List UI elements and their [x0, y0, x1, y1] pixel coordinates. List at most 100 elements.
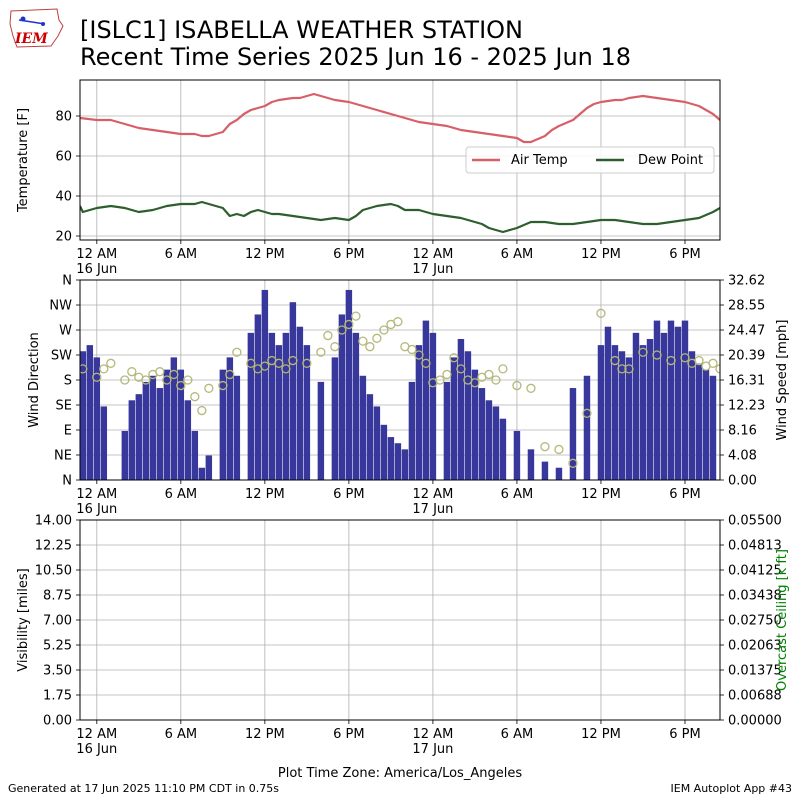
x-axis-label: Plot Time Zone: America/Los_Angeles — [278, 766, 522, 781]
wind-speed-bar — [121, 430, 129, 480]
wind-speed-bar — [583, 375, 591, 480]
y-right-axis-label: Wind Speed [mph] — [775, 320, 790, 441]
chart-title-block: [ISLC1] ISABELLA WEATHER STATION Recent … — [80, 17, 631, 71]
y-right-tick-label: 8.16 — [728, 424, 757, 439]
x-day-label: 17 Jun — [412, 262, 453, 277]
wind-speed-bar — [457, 338, 465, 480]
wind-speed-bar — [352, 332, 360, 480]
logo-text: IEM — [14, 31, 48, 47]
wind-direction-point — [442, 369, 452, 380]
wind-speed-bar — [198, 467, 206, 480]
wind-speed-bar — [478, 388, 486, 480]
wind-speed-bar — [597, 345, 605, 480]
x-tick-label: 6 PM — [669, 247, 700, 262]
x-tick-label: 6 AM — [165, 727, 198, 742]
wind-speed-bar — [359, 375, 367, 480]
wind-direction-point — [288, 355, 298, 366]
x-tick-label: 12 AM — [76, 247, 117, 262]
x-day-label: 17 Jun — [412, 742, 453, 757]
wind-direction-point — [393, 317, 403, 327]
wind-speed-bar — [646, 338, 654, 480]
wind-speed-bar — [639, 345, 647, 480]
y-right-tick-label: 0.02750 — [728, 614, 782, 629]
wind-speed-bar — [492, 406, 500, 480]
wind-direction-point — [470, 378, 480, 388]
wind-speed-bar — [366, 394, 374, 480]
wind-direction-point — [281, 364, 291, 374]
wind-speed-bar — [128, 400, 136, 480]
wind-direction-point — [162, 375, 172, 385]
wind-direction-point — [498, 364, 508, 374]
x-tick-label: 12 AM — [413, 247, 454, 262]
wind-speed-bar — [184, 400, 192, 480]
y-tick-label: E — [64, 424, 72, 439]
wind-speed-bar — [541, 461, 549, 480]
wind-direction-point — [92, 372, 102, 382]
plot-area — [80, 92, 720, 234]
wind-direction-point — [120, 375, 130, 385]
wind-speed-bar — [177, 369, 185, 480]
wind-speed-bar — [142, 381, 150, 480]
legend-dew-point-label: Dew Point — [638, 153, 703, 168]
wind-speed-bar — [93, 357, 101, 480]
y-right-tick-label: 0.00000 — [728, 714, 782, 729]
wind-speed-bar — [688, 351, 696, 480]
wind-speed-bar — [233, 375, 241, 480]
wind-direction-point — [638, 347, 648, 357]
wind-speed-bar — [611, 345, 619, 480]
wind-direction-point — [554, 444, 564, 455]
chart-subtitle: Recent Time Series 2025 Jun 16 - 2025 Ju… — [80, 43, 632, 71]
wind-speed-bar — [100, 406, 108, 480]
y-tick-label: 80 — [55, 110, 72, 125]
wind-speed-bar — [247, 332, 255, 480]
y-axis-label: Visibility [miles] — [16, 568, 31, 671]
wind-direction-point — [610, 355, 620, 366]
legend-box — [465, 146, 715, 174]
wind-speed-bar — [485, 400, 493, 480]
wind-speed-bar — [380, 424, 388, 480]
wind-direction-point — [715, 364, 720, 374]
wind-direction-point — [708, 358, 718, 368]
wind-speed-bar — [422, 320, 430, 480]
y-right-tick-label: 0.02063 — [728, 639, 782, 654]
x-tick-label: 12 AM — [76, 727, 117, 742]
wind-speed-bar — [401, 449, 409, 480]
wind-speed-bar — [555, 467, 563, 480]
y-right-tick-label: 0.00688 — [728, 689, 782, 704]
wind-direction-point — [80, 364, 88, 374]
wind-speed-bar — [331, 357, 339, 480]
wind-speed-bar — [275, 345, 283, 480]
wind-speed-bar — [415, 345, 423, 480]
wind-speed-bar — [135, 394, 143, 480]
wind-direction-point — [435, 375, 445, 385]
legend-air-temp-label: Air Temp — [511, 153, 568, 168]
wind-direction-point — [225, 369, 235, 380]
x-tick-label: 6 PM — [333, 487, 364, 502]
y-tick-label: W — [59, 324, 72, 339]
wind-direction-point — [512, 380, 522, 391]
wind-speed-bar — [450, 357, 458, 480]
x-tick-label: 6 PM — [333, 247, 364, 262]
x-tick-label: 6 AM — [165, 487, 198, 502]
wind-direction-point — [141, 375, 151, 385]
x-tick-label: 12 AM — [413, 487, 454, 502]
wind-direction-point — [169, 369, 179, 380]
wind-speed-bar — [653, 320, 661, 480]
wind-direction-point — [414, 350, 424, 360]
wind-direction-point — [694, 355, 704, 366]
panel-frame — [79, 519, 721, 721]
wind-direction-point — [596, 308, 606, 318]
wind-speed-bar — [569, 388, 577, 480]
wind-direction-point — [183, 375, 193, 385]
y-right-tick-label: 16.31 — [728, 374, 765, 389]
wind-direction-point — [197, 405, 207, 416]
y-axis-label: Wind Direction — [27, 332, 42, 428]
y-right-axis-label: Overcast Ceiling [k ft] — [775, 549, 790, 691]
y-tick-label: N — [62, 474, 72, 489]
wind-direction-point — [127, 367, 137, 377]
wind-direction-point — [155, 367, 165, 377]
wind-direction-point — [204, 383, 214, 393]
y-right-tick-label: 0.04125 — [728, 564, 782, 579]
wind-speed-bar — [681, 320, 689, 480]
